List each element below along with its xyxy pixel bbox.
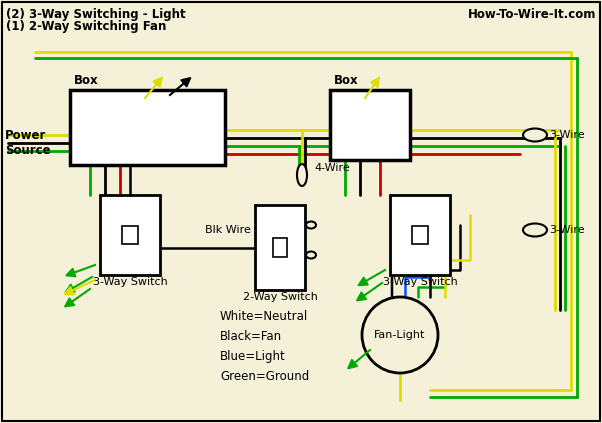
Bar xyxy=(100,195,160,275)
Text: 4-Wire: 4-Wire xyxy=(314,163,350,173)
Text: (2) 3-Way Switching - Light: (2) 3-Way Switching - Light xyxy=(6,8,185,21)
Bar xyxy=(412,226,429,244)
Text: 3-Way Switch: 3-Way Switch xyxy=(93,277,167,287)
Ellipse shape xyxy=(306,252,316,258)
Polygon shape xyxy=(358,277,368,286)
Polygon shape xyxy=(64,298,75,307)
Bar xyxy=(70,90,225,165)
Circle shape xyxy=(362,297,438,373)
Polygon shape xyxy=(370,77,379,88)
Polygon shape xyxy=(66,268,76,277)
Text: (1) 2-Way Switching Fan: (1) 2-Way Switching Fan xyxy=(6,20,166,33)
Polygon shape xyxy=(153,77,163,87)
Bar xyxy=(390,195,450,275)
Text: 3-Wire: 3-Wire xyxy=(549,225,585,235)
Text: Power
Source: Power Source xyxy=(5,129,51,157)
Text: 3-Way Switch: 3-Way Switch xyxy=(383,277,458,287)
Text: Blk Wire: Blk Wire xyxy=(205,225,251,235)
Polygon shape xyxy=(64,286,74,295)
Text: 2-Way Switch: 2-Way Switch xyxy=(243,292,317,302)
Polygon shape xyxy=(348,360,358,368)
Text: 3-Wire: 3-Wire xyxy=(549,130,585,140)
Ellipse shape xyxy=(306,222,316,228)
Ellipse shape xyxy=(297,164,307,186)
Polygon shape xyxy=(181,78,191,87)
Polygon shape xyxy=(65,284,75,292)
Ellipse shape xyxy=(523,129,547,142)
Bar xyxy=(330,90,410,160)
Text: Box: Box xyxy=(74,74,99,87)
Bar xyxy=(273,238,287,257)
Ellipse shape xyxy=(523,223,547,236)
Bar xyxy=(122,226,138,244)
Polygon shape xyxy=(356,292,367,301)
Text: Box: Box xyxy=(334,74,359,87)
Text: How-To-Wire-It.com: How-To-Wire-It.com xyxy=(468,8,596,21)
Text: Fan-Light: Fan-Light xyxy=(374,330,426,340)
Text: White=Neutral
Black=Fan
Blue=Light
Green=Ground: White=Neutral Black=Fan Blue=Light Green… xyxy=(220,310,309,383)
Bar xyxy=(255,205,305,290)
